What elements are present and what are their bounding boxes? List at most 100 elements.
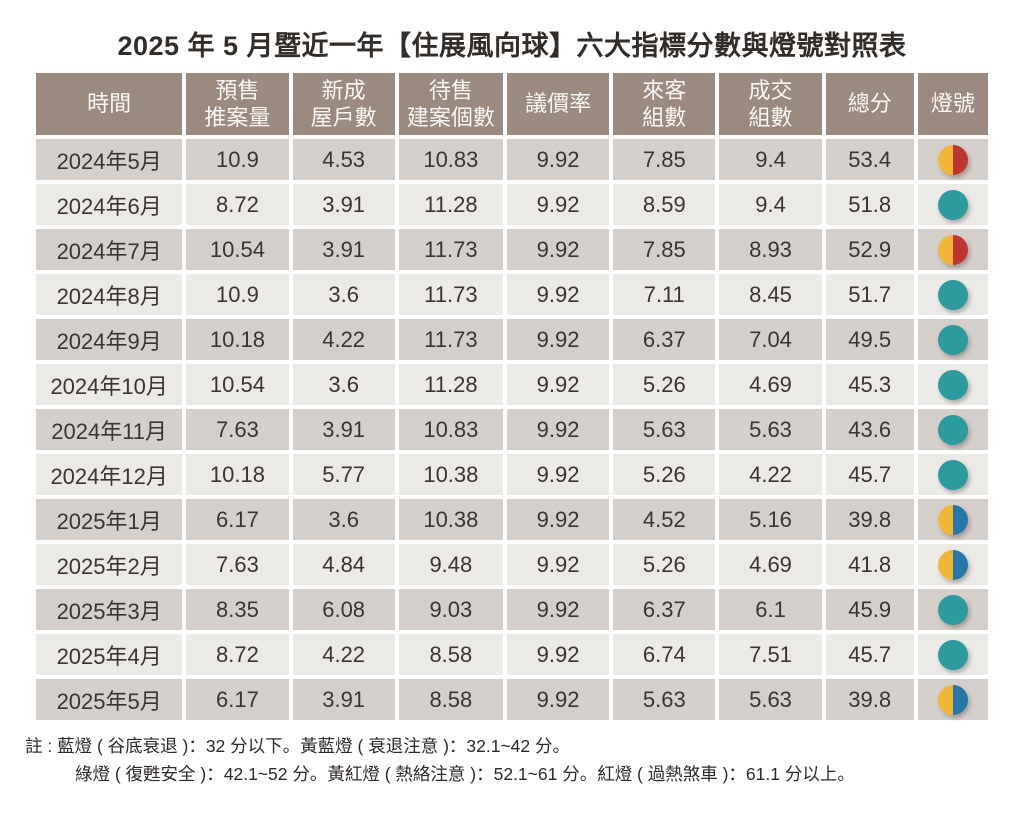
cell-value: 9.92	[506, 409, 610, 450]
cell-time: 2024年12月	[36, 454, 183, 495]
yellow-red-light-icon	[937, 144, 968, 175]
cell-value: 45.3	[825, 364, 914, 405]
cell-value: 10.83	[398, 139, 503, 180]
cell-light	[917, 319, 988, 360]
cell-value: 5.26	[613, 454, 716, 495]
cell-time: 2024年10月	[36, 364, 183, 405]
green-light-icon	[937, 639, 968, 670]
cell-value: 52.9	[825, 229, 914, 270]
cell-time: 2025年4月	[36, 634, 183, 675]
cell-light	[917, 139, 988, 180]
cell-value: 8.72	[186, 634, 289, 675]
cell-value: 6.74	[613, 634, 716, 675]
cell-value: 8.72	[186, 184, 289, 225]
cell-value: 5.26	[613, 364, 716, 405]
cell-light	[917, 409, 988, 450]
legend-notes: 註 : 藍燈 ( 谷底衰退 )：32 分以下。黃藍燈 ( 衰退注意 )：32.1…	[25, 732, 1024, 788]
cell-value: 5.16	[719, 499, 822, 540]
cell-value: 4.22	[292, 634, 395, 675]
cell-time: 2024年6月	[36, 184, 183, 225]
yellow-blue-light-icon	[937, 684, 968, 715]
green-light-icon	[937, 459, 968, 490]
cell-light	[917, 544, 988, 585]
cell-value: 6.1	[719, 589, 822, 630]
column-header: 來客 組數	[613, 73, 716, 135]
cell-value: 9.4	[719, 139, 822, 180]
cell-value: 8.58	[398, 634, 503, 675]
cell-value: 10.9	[186, 139, 289, 180]
cell-value: 45.7	[825, 454, 914, 495]
cell-value: 9.92	[506, 184, 610, 225]
cell-time: 2024年9月	[36, 319, 183, 360]
table-row: 2025年4月 8.72 4.22 8.58 9.92 6.74 7.51 45.7	[36, 634, 988, 675]
cell-value: 5.63	[613, 679, 716, 720]
column-header: 時間	[36, 73, 183, 135]
column-header: 新成 屋戶數	[292, 73, 395, 135]
cell-value: 49.5	[825, 319, 914, 360]
cell-value: 4.69	[719, 364, 822, 405]
yellow-red-light-icon	[937, 234, 968, 265]
cell-value: 9.92	[506, 634, 610, 675]
cell-value: 10.18	[186, 454, 289, 495]
cell-value: 7.63	[186, 409, 289, 450]
cell-light	[917, 274, 988, 315]
cell-time: 2025年5月	[36, 679, 183, 720]
cell-value: 3.6	[292, 499, 395, 540]
cell-light	[917, 229, 988, 270]
cell-value: 11.73	[398, 229, 503, 270]
column-header: 待售 建案個數	[398, 73, 503, 135]
cell-light	[917, 364, 988, 405]
yellow-blue-light-icon	[937, 549, 968, 580]
cell-value: 5.63	[613, 409, 716, 450]
cell-value: 10.38	[398, 499, 503, 540]
cell-value: 6.08	[292, 589, 395, 630]
column-header: 燈號	[917, 73, 988, 135]
cell-value: 10.9	[186, 274, 289, 315]
cell-value: 53.4	[825, 139, 914, 180]
cell-value: 43.6	[825, 409, 914, 450]
legend-note-line-1: 註 : 藍燈 ( 谷底衰退 )：32 分以下。黃藍燈 ( 衰退注意 )：32.1…	[25, 736, 571, 756]
cell-value: 7.85	[613, 229, 716, 270]
cell-value: 6.37	[613, 589, 716, 630]
cell-time: 2025年3月	[36, 589, 183, 630]
cell-value: 10.83	[398, 409, 503, 450]
table-row: 2024年5月 10.9 4.53 10.83 9.92 7.85 9.4 53.4	[36, 139, 988, 180]
cell-value: 8.93	[719, 229, 822, 270]
cell-value: 5.26	[613, 544, 716, 585]
table-row: 2025年1月 6.17 3.6 10.38 9.92 4.52 5.16 39.8	[36, 499, 988, 540]
cell-value: 39.8	[825, 499, 914, 540]
cell-value: 4.53	[292, 139, 395, 180]
cell-value: 9.4	[719, 184, 822, 225]
cell-value: 11.73	[398, 274, 503, 315]
cell-value: 9.92	[506, 544, 610, 585]
cell-value: 8.35	[186, 589, 289, 630]
cell-value: 41.8	[825, 544, 914, 585]
table-row: 2024年7月 10.54 3.91 11.73 9.92 7.85 8.93 52.9	[36, 229, 988, 270]
table-row: 2024年9月 10.18 4.22 11.73 9.92 6.37 7.04 49.5	[36, 319, 988, 360]
cell-time: 2024年5月	[36, 139, 183, 180]
page-title: 2025 年 5 月暨近一年【住展風向球】六大指標分數與燈號對照表	[117, 31, 907, 61]
table-row: 2025年3月 8.35 6.08 9.03 9.92 6.37 6.1 45.9	[36, 589, 988, 630]
cell-light	[917, 589, 988, 630]
cell-value: 51.8	[825, 184, 914, 225]
cell-time: 2024年11月	[36, 409, 183, 450]
cell-value: 8.58	[398, 679, 503, 720]
cell-value: 9.92	[506, 679, 610, 720]
green-light-icon	[937, 594, 968, 625]
cell-value: 10.38	[398, 454, 503, 495]
cell-value: 7.11	[613, 274, 716, 315]
cell-value: 11.73	[398, 319, 503, 360]
green-light-icon	[937, 189, 968, 220]
column-header: 成交 組數	[719, 73, 822, 135]
cell-value: 10.18	[186, 319, 289, 360]
cell-value: 3.91	[292, 229, 395, 270]
cell-value: 9.03	[398, 589, 503, 630]
table-row: 2024年11月 7.63 3.91 10.83 9.92 5.63 5.63 43.6	[36, 409, 988, 450]
cell-value: 7.63	[186, 544, 289, 585]
cell-value: 10.54	[186, 229, 289, 270]
green-light-icon	[937, 369, 968, 400]
cell-value: 11.28	[398, 364, 503, 405]
table-row: 2024年6月 8.72 3.91 11.28 9.92 8.59 9.4 51.8	[36, 184, 988, 225]
table-row: 2025年5月 6.17 3.91 8.58 9.92 5.63 5.63 39.8	[36, 679, 988, 720]
